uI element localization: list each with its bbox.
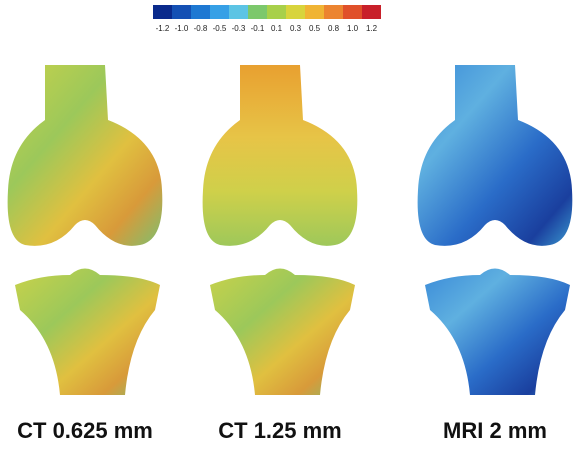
colorbar-swatch [286,5,305,19]
panel-caption: CT 1.25 mm [218,418,342,443]
page: {"colorbar": {"labels": ["-1.2", "-1.0",… [0,0,576,450]
colorbar-swatch [324,5,343,19]
colorbar-label: 0.8 [328,24,340,33]
colorbar-label: -0.1 [251,24,265,33]
panel [8,65,163,395]
tibia-map [425,269,570,396]
panel [418,65,573,395]
colorbar: -1.2 -1.0 -0.8 -0.5 -0.3 -0.1 0.1 0.3 0.5 0.8 1.0 1… [153,5,381,33]
colorbar-swatch [267,5,286,19]
colorbar-label: 0.5 [309,24,321,33]
tibia-map [210,269,355,396]
colorbar-label: 1.2 [366,24,378,33]
colorbar-label: 1.0 [347,24,359,33]
figure: -1.2 -1.0 -0.8 -0.5 -0.3 -0.1 0.1 0.3 0.5 0.8 1.0 1… [0,0,576,450]
colorbar-swatch [305,5,324,19]
colorbar-swatch [153,5,172,19]
colorbar-label: -0.5 [213,24,227,33]
colorbar-label: -0.8 [194,24,208,33]
panel-caption: CT 0.625 mm [17,418,153,443]
femur-map [8,65,163,246]
colorbar-label: -1.0 [175,24,189,33]
colorbar-label: -0.3 [232,24,246,33]
colorbar-swatch [210,5,229,19]
colorbar-label: 0.1 [271,24,283,33]
femur-map [418,65,573,246]
tibia-map [15,269,160,396]
panel [203,65,358,395]
colorbar-swatch [229,5,248,19]
panel-caption: MRI 2 mm [443,418,547,443]
colorbar-swatch [191,5,210,19]
colorbar-swatch [362,5,381,19]
colorbar-swatch [343,5,362,19]
colorbar-label: -1.2 [156,24,170,33]
colorbar-swatch [248,5,267,19]
colorbar-label: 0.3 [290,24,302,33]
colorbar-swatch [172,5,191,19]
colorbar-labels: -1.2 -1.0 -0.8 -0.5 -0.3 -0.1 0.1 0.3 0.5 0.8 1.0 1… [156,24,378,33]
femur-map [203,65,358,246]
